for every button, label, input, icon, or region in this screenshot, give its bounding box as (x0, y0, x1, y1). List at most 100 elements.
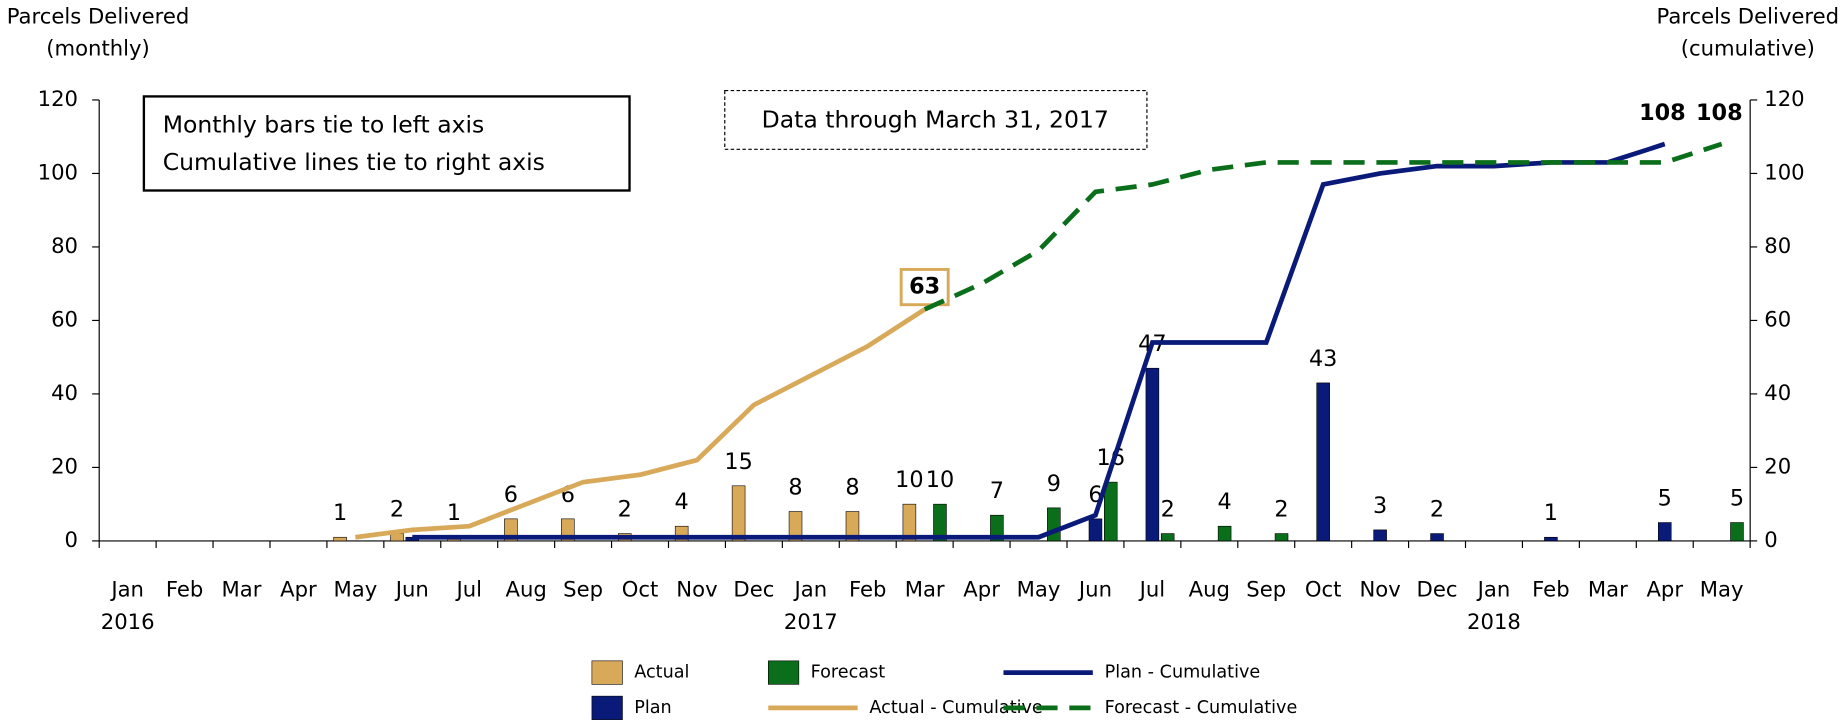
x-tick-label: Mar (905, 576, 945, 601)
x-tick-label: Nov (676, 576, 717, 601)
bar (788, 511, 803, 542)
bar (1145, 367, 1160, 542)
x-tick-label: Feb (166, 576, 203, 601)
data-label: 4 (675, 489, 689, 515)
y2-tick-label: 120 (1764, 86, 1804, 111)
x-tick-label: Sep (563, 576, 603, 601)
x-year-label: 2017 (784, 609, 838, 634)
x-tick-label: Feb (849, 576, 886, 601)
data-label: 3 (1373, 493, 1387, 519)
note-text: Cumulative lines tie to right axis (163, 148, 545, 176)
y-axis-label: (monthly) (46, 35, 150, 60)
legend-swatch (767, 660, 800, 685)
bar (1047, 507, 1061, 542)
x-tick-label: Apr (1646, 576, 1683, 601)
y2-axis-label: (cumulative) (1681, 35, 1815, 60)
x-tick-label: May (334, 576, 378, 601)
legend-swatch (591, 695, 623, 720)
x-tick-label: Mar (222, 576, 262, 601)
bar (1657, 522, 1672, 542)
bar (1274, 533, 1289, 542)
x-tick-label: May (1017, 576, 1061, 601)
x-tick-label: Jan (1476, 576, 1511, 601)
note-text: Monthly bars tie to left axis (163, 110, 485, 138)
y2-tick-label: 60 (1764, 306, 1791, 331)
cumulative-label: 108 (1696, 100, 1743, 126)
legend-swatch (591, 660, 623, 685)
cumulative-line (355, 307, 926, 540)
note-box (724, 89, 1148, 150)
x-tick-label: Jan (109, 576, 144, 601)
legend-label: Plan (634, 698, 672, 718)
y2-axis-label: Parcels Delivered (1657, 4, 1840, 29)
data-label: 1 (447, 500, 461, 526)
bar (1160, 533, 1175, 542)
bar (1730, 522, 1744, 542)
bar (1430, 533, 1444, 542)
y-tick-label: 20 (51, 453, 78, 478)
bar (902, 503, 917, 542)
y-tick-label: 120 (38, 86, 78, 111)
cumulative-label: 63 (909, 274, 940, 300)
data-label: 43 (1309, 346, 1337, 372)
x-tick-label: Apr (280, 576, 317, 601)
x-tick-label: Jan (793, 576, 828, 601)
x-tick-label: Mar (1588, 576, 1628, 601)
x-tick-label: Dec (733, 576, 774, 601)
y2-tick-label: 20 (1764, 453, 1791, 478)
data-label: 9 (1047, 471, 1061, 497)
y-tick-label: 100 (38, 159, 78, 184)
label-box (899, 267, 950, 307)
legend-label: Actual (634, 663, 689, 683)
x-year-label: 2018 (1467, 609, 1521, 634)
bar (333, 536, 347, 542)
x-tick-label: Apr (963, 576, 1000, 601)
data-label: 2 (1161, 497, 1175, 523)
x-tick-label: Jul (454, 576, 482, 601)
x-tick-label: Jul (1138, 576, 1166, 601)
data-label: 10 (926, 467, 954, 493)
x-tick-label: Aug (1189, 576, 1230, 601)
y-tick-label: 0 (65, 527, 78, 552)
y2-tick-label: 40 (1764, 380, 1791, 405)
x-tick-label: Oct (622, 576, 659, 601)
note-text: Data through March 31, 2017 (762, 106, 1109, 134)
bar (1088, 518, 1103, 542)
data-label: 2 (390, 497, 404, 523)
data-label: 7 (990, 478, 1004, 504)
x-tick-label: Jun (1077, 576, 1112, 601)
y2-tick-label: 0 (1764, 527, 1777, 552)
y-tick-label: 60 (51, 306, 78, 331)
x-tick-label: Sep (1246, 576, 1286, 601)
legend-label: Forecast (811, 663, 886, 683)
data-label: 1 (1544, 500, 1558, 526)
bar (1103, 481, 1118, 542)
data-label: 8 (845, 474, 859, 500)
data-label: 10 (895, 467, 923, 493)
bar (1316, 382, 1330, 542)
legend-label: Plan - Cumulative (1105, 663, 1261, 683)
data-label: 6 (504, 482, 518, 508)
y2-tick-label: 80 (1764, 233, 1791, 258)
bar (1373, 529, 1387, 542)
x-tick-label: Dec (1417, 576, 1458, 601)
x-tick-label: Feb (1532, 576, 1569, 601)
data-label: 2 (1274, 497, 1288, 523)
data-label: 5 (1730, 486, 1744, 512)
note-box (142, 95, 631, 192)
bar (933, 503, 947, 542)
bar (1544, 536, 1558, 542)
x-tick-label: May (1700, 576, 1744, 601)
data-label: 2 (618, 497, 632, 523)
legend-label: Forecast - Cumulative (1105, 698, 1298, 718)
x-tick-label: Jun (394, 576, 429, 601)
bar (845, 511, 860, 542)
bar (1217, 525, 1232, 542)
x-year-label: 2016 (101, 609, 155, 634)
data-label: 4 (1218, 489, 1232, 515)
cumulative-label: 108 (1639, 100, 1686, 126)
data-label: 1 (333, 500, 347, 526)
data-label: 8 (788, 474, 802, 500)
